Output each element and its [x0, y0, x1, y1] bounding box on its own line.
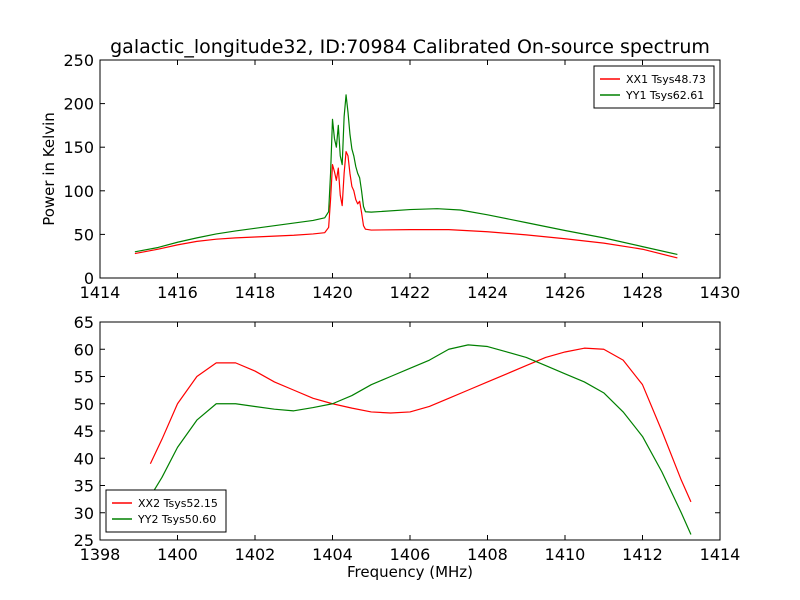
bottom-y-tick-label: 45 — [74, 422, 94, 441]
bottom-y-tick-label: 25 — [74, 531, 94, 550]
top-x-tick-label: 1424 — [467, 283, 508, 302]
bottom-legend: XX2 Tsys52.15 YY2 Tsys50.60 — [105, 489, 227, 533]
bottom-x-tick-label: 1404 — [312, 545, 353, 564]
bottom-x-tick-label: 1412 — [622, 545, 663, 564]
top-legend-label-1: XX1 Tsys48.73 — [626, 73, 706, 86]
top-series-2-line — [134, 94, 678, 256]
bottom-series-2-line — [149, 344, 692, 535]
bottom-x-tick-label: 1410 — [545, 545, 586, 564]
bottom-y-tick-label: 35 — [74, 477, 94, 496]
bottom-plot: 1398 1400 1402 1404 1406 1408 1410 1412 1414 25 30… — [74, 313, 741, 581]
top-x-tick-label: 1430 — [700, 283, 741, 302]
bottom-y-tick-label: 55 — [74, 368, 94, 387]
top-legend-label-2: YY1 Tsys62.61 — [625, 89, 704, 102]
bottom-x-tick-label: 1414 — [700, 545, 741, 564]
bottom-series-1-line — [149, 347, 692, 503]
top-y-tick-label: 250 — [63, 51, 94, 70]
bottom-y-tick-label: 60 — [74, 340, 94, 359]
top-x-tick-label: 1426 — [545, 283, 586, 302]
top-x-tick-label: 1414 — [80, 283, 121, 302]
top-x-tick-label: 1420 — [312, 283, 353, 302]
bottom-legend-label-2: YY2 Tsys50.60 — [137, 513, 216, 526]
top-y-tick-label: 50 — [74, 225, 94, 244]
top-x-tick-label: 1428 — [622, 283, 663, 302]
bottom-x-tick-label: 1406 — [390, 545, 431, 564]
bottom-x-tick-label: 1398 — [80, 545, 121, 564]
bottom-legend-label-1: XX2 Tsys52.15 — [138, 497, 218, 510]
top-legend-box — [593, 65, 715, 109]
top-series-1-line — [134, 150, 678, 259]
bottom-y-tick-label: 50 — [74, 395, 94, 414]
bottom-x-tick-label: 1402 — [235, 545, 276, 564]
bottom-legend-box — [105, 489, 227, 533]
top-x-tick-label: 1416 — [157, 283, 198, 302]
top-y-tick-label: 200 — [63, 95, 94, 114]
bottom-x-axis-label: Frequency (MHz) — [347, 563, 473, 581]
top-y-tick-label: 0 — [84, 269, 94, 288]
chart-title: galactic_longitude32, ID:70984 Calibrate… — [110, 36, 710, 58]
top-plot: 1414 1416 1418 1420 1422 1424 1426 1428 1430 0 50 1… — [40, 51, 740, 302]
top-x-tick-label: 1418 — [235, 283, 276, 302]
top-x-tick-label: 1422 — [390, 283, 431, 302]
bottom-x-tick-label: 1400 — [157, 545, 198, 564]
top-y-tick-label: 150 — [63, 138, 94, 157]
bottom-x-tick-label: 1408 — [467, 545, 508, 564]
bottom-y-tick-label: 40 — [74, 449, 94, 468]
bottom-y-tick-label: 30 — [74, 504, 94, 523]
top-y-axis-label: Power in Kelvin — [40, 112, 58, 226]
top-y-tick-label: 100 — [63, 182, 94, 201]
bottom-y-tick-label: 65 — [74, 313, 94, 332]
top-legend: XX1 Tsys48.73 YY1 Tsys62.61 — [593, 65, 715, 109]
